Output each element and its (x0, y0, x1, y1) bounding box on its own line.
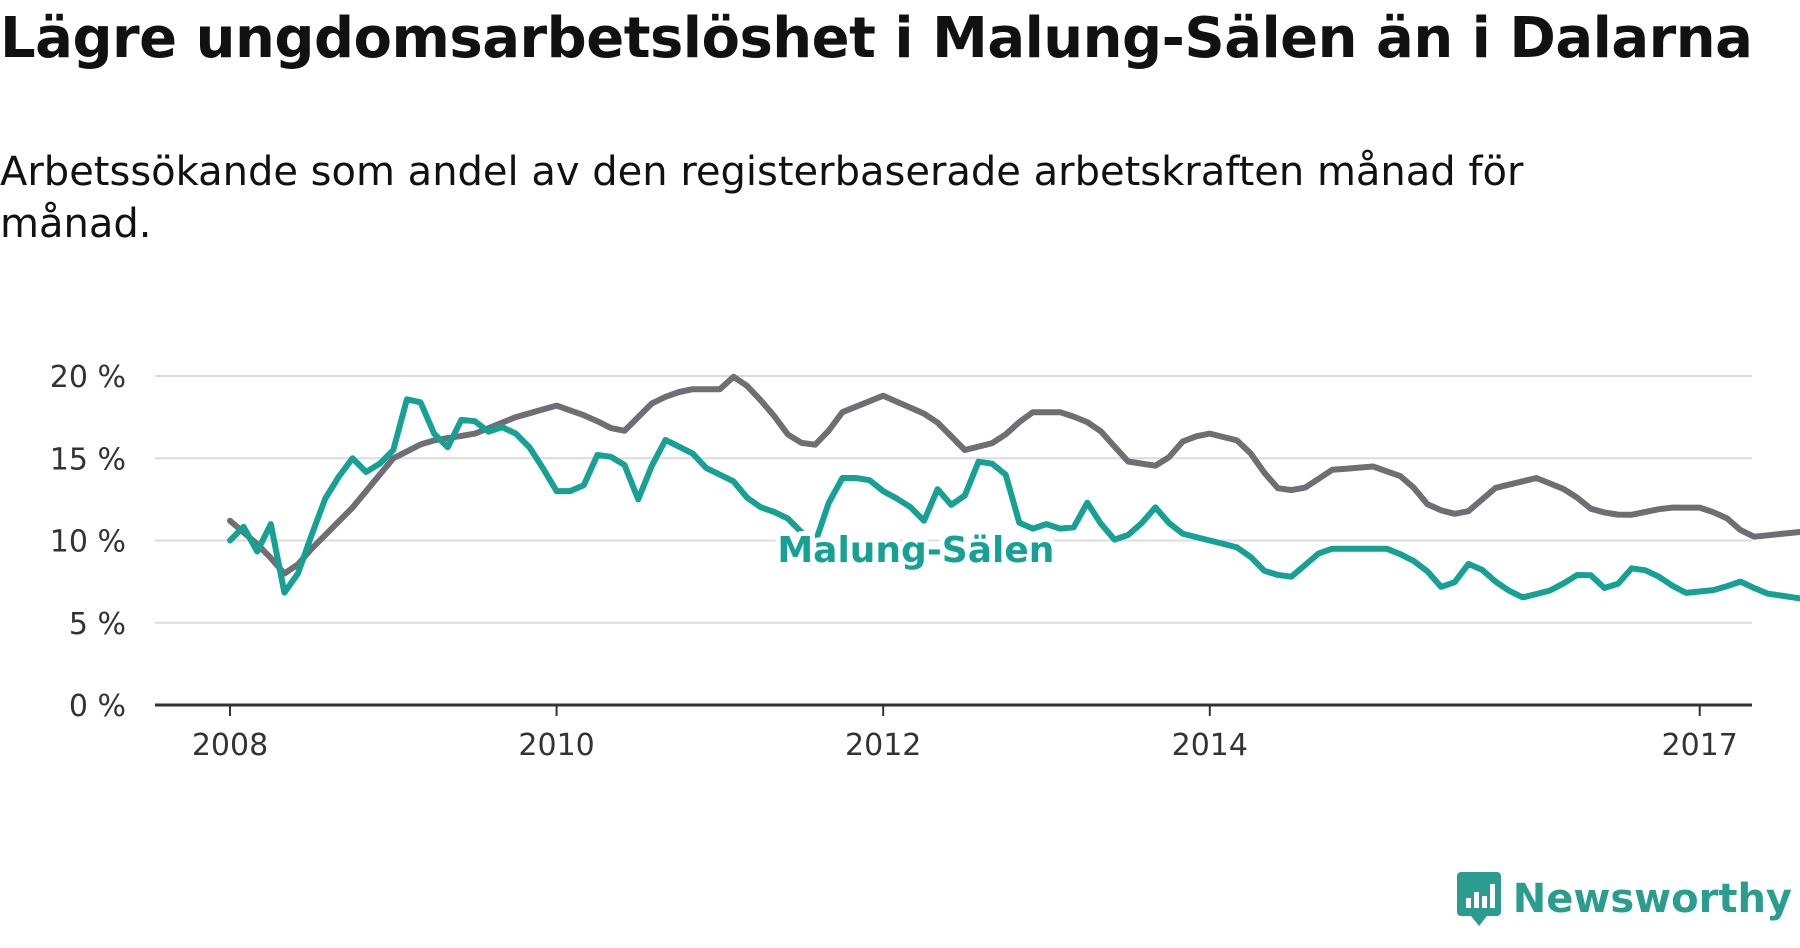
brand-logo: Newsworthy (1455, 870, 1792, 928)
series-line-dalarna (227, 373, 1800, 577)
x-tick-label: 2014 (1172, 728, 1248, 763)
y-tick-label: 20 % (50, 360, 126, 395)
line-chart: 0 % 5 % 10 % 15 % 20 % 2008 2010 2012 2014 2017 2… (50, 360, 1800, 763)
y-tick-label: 10 % (50, 525, 126, 560)
y-tick-label: 15 % (50, 442, 126, 477)
y-axis-ticks: 0 % 5 % 10 % 15 % 20 % (50, 360, 126, 724)
y-tick-label: 0 % (69, 689, 126, 724)
chart-title: Lägre ungdomsarbetslöshet i Malung-Sälen… (0, 6, 1753, 71)
x-tick-label: 2010 (518, 728, 594, 763)
newsworthy-logo-icon (1456, 872, 1501, 926)
brand-name: Newsworthy (1512, 876, 1792, 922)
series-label-halo-malung-s-len: Malung-Sälen (777, 530, 1054, 571)
series-line-malung-s-len (227, 396, 1800, 602)
gridlines (155, 375, 1752, 707)
series-lines (227, 373, 1800, 602)
x-axis-ticks: 200820102012201420172019202120232025 (192, 705, 1738, 763)
x-tick-label: 2017 (1662, 728, 1738, 763)
chart-subtitle: Arbetssökande som andel av den registerb… (0, 149, 1524, 247)
x-tick-label: 2008 (192, 728, 268, 763)
y-tick-label: 5 % (69, 607, 126, 642)
x-tick-label: 2012 (845, 728, 921, 763)
series-label-malung-s-len: Malung-Sälen (777, 530, 1054, 571)
